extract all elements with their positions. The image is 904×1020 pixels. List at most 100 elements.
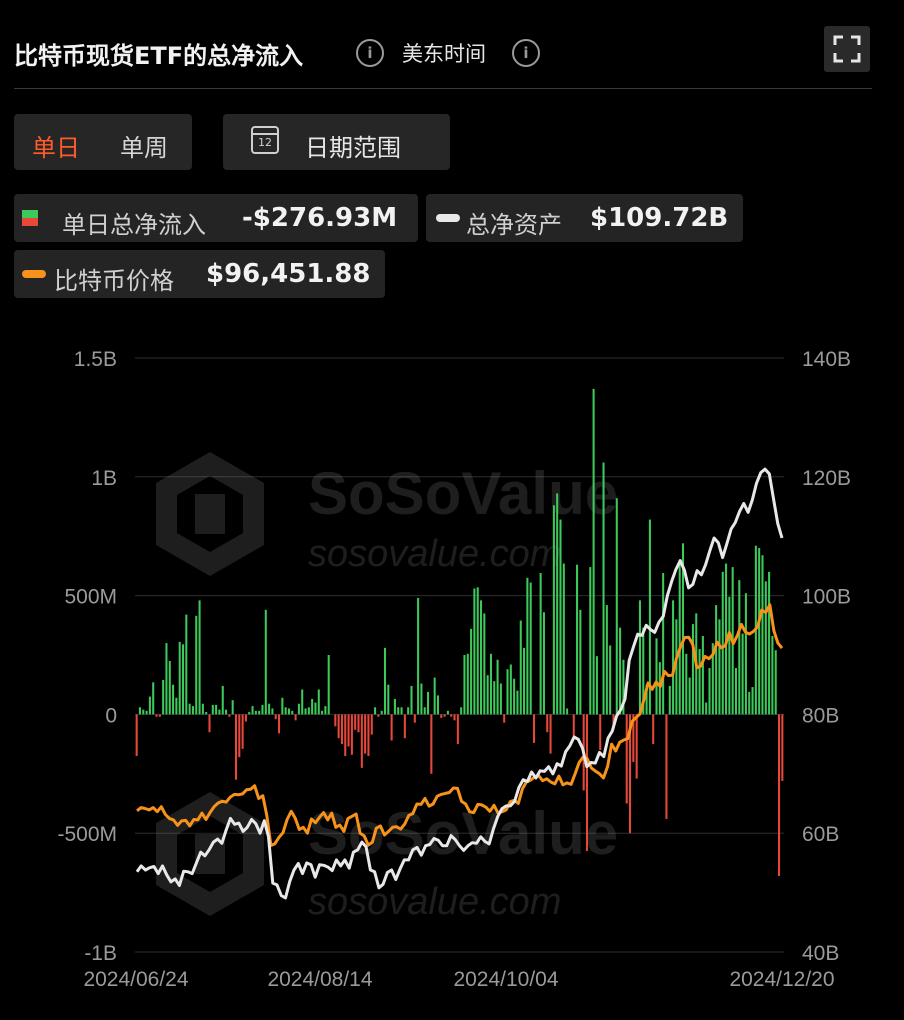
inflow-bar — [188, 703, 191, 715]
inflow-bar — [460, 707, 463, 715]
inflow-bar — [241, 714, 244, 749]
inflow-bar — [562, 563, 565, 715]
inflow-bar — [360, 714, 363, 768]
watermark: SoSoValue sosovalue.com SoSoValue sosova… — [156, 452, 618, 923]
inflow-bar — [698, 649, 701, 715]
legend-btc-price: 比特币价格 $96,451.88 — [14, 250, 385, 298]
inflow-bar — [430, 714, 433, 774]
inflow-bar — [648, 519, 651, 715]
inflow-bar — [443, 714, 446, 717]
inflow-bar — [427, 691, 430, 715]
inflow-bar — [652, 714, 655, 745]
inflow-bar — [291, 710, 294, 715]
inflow-bar — [615, 498, 618, 715]
inflow-bar — [741, 633, 744, 715]
inflow-bar — [201, 703, 204, 715]
left-axis-tick: 1B — [91, 467, 117, 490]
daily-toggle[interactable]: 单日 — [32, 134, 80, 162]
inflow-bar — [211, 704, 214, 715]
inflow-bar — [489, 653, 492, 715]
inflow-bar — [284, 707, 287, 715]
legend-value: -$276.93M — [242, 203, 398, 233]
inflow-bar — [410, 685, 413, 715]
weekly-toggle[interactable]: 单周 — [120, 134, 168, 162]
x-axis-tick: 2024/10/04 — [453, 968, 558, 991]
inflow-bar — [178, 641, 181, 715]
inflow-bar — [632, 714, 635, 762]
inflow-bar — [715, 605, 718, 715]
inflow-bar — [542, 612, 545, 715]
x-axis-tick: 2024/08/14 — [267, 968, 372, 991]
inflow-bar — [463, 655, 466, 715]
inflow-bar — [576, 564, 579, 715]
legend-label: 总净资产 — [466, 211, 562, 239]
inflow-bar — [638, 600, 641, 715]
timezone-info-icon[interactable]: i — [512, 39, 540, 67]
inflow-bar — [705, 702, 708, 715]
inflow-bar — [708, 668, 711, 715]
inflow-bar — [672, 600, 675, 715]
fullscreen-button[interactable] — [824, 26, 870, 72]
inflow-bar — [231, 700, 234, 715]
inflow-bar — [552, 505, 555, 715]
flow-chart[interactable]: SoSoValue sosovalue.com SoSoValue sosova… — [0, 330, 904, 1020]
left-axis-tick: 1.5B — [74, 348, 117, 371]
inflow-bar — [635, 714, 638, 779]
total-assets-line — [135, 467, 784, 900]
inflow-bar — [334, 714, 337, 727]
inflow-bar — [566, 708, 569, 715]
inflow-bar — [281, 697, 284, 715]
inflow-bar — [350, 714, 353, 755]
inflow-bar — [738, 580, 741, 715]
inflow-bar — [496, 659, 499, 715]
inflow-bar — [483, 613, 486, 715]
inflow-bar — [758, 548, 761, 715]
inflow-bar — [479, 600, 483, 715]
inflow-bar — [215, 704, 218, 715]
inflow-bar — [619, 627, 622, 715]
inflow-bar — [466, 653, 469, 715]
inflow-bar — [721, 571, 724, 715]
inflow-bar — [162, 679, 165, 715]
left-axis-tick: -1B — [84, 942, 117, 965]
inflow-bar — [734, 668, 738, 715]
period-toggle: 单日 单周 — [14, 114, 192, 170]
right-axis-tick: 140B — [802, 348, 851, 371]
info-icon[interactable]: i — [356, 39, 384, 67]
inflow-bar — [324, 706, 327, 715]
left-axis-tick: -500M — [57, 823, 117, 846]
inflow-bar — [417, 597, 420, 715]
inflow-bar — [148, 696, 151, 715]
inflow-bar — [450, 714, 453, 717]
inflow-bar — [526, 577, 529, 715]
inflow-bar — [642, 627, 645, 715]
green-red-square-icon — [22, 210, 38, 226]
inflow-bar — [390, 714, 393, 741]
inflow-bar — [768, 571, 771, 715]
inflow-bar — [347, 714, 350, 747]
inflow-bar — [198, 600, 201, 715]
inflow-bar — [387, 684, 390, 715]
header-divider — [14, 88, 872, 89]
inflow-bar — [612, 714, 615, 727]
x-axis-labels: 2024/06/24 2024/08/14 2024/10/04 2024/12/20 — [83, 968, 834, 991]
inflow-bar — [354, 714, 357, 730]
inflow-bar — [718, 619, 721, 715]
inflow-bar — [681, 543, 685, 715]
white-line-icon — [436, 214, 460, 222]
inflow-bar — [278, 714, 281, 734]
inflow-bar — [218, 709, 221, 715]
inflow-bar — [311, 698, 314, 715]
orange-line-icon — [22, 270, 46, 278]
inflow-bar — [595, 656, 598, 715]
x-axis-tick: 2024/06/24 — [83, 968, 188, 991]
inflow-bar — [609, 645, 612, 715]
inflow-bar — [155, 714, 158, 717]
inflow-bar — [407, 707, 410, 715]
inflow-bar — [493, 681, 496, 715]
inflow-bar — [629, 714, 632, 834]
inflow-bar — [168, 660, 171, 715]
inflow-bar — [523, 647, 526, 715]
inflow-bar — [268, 703, 271, 715]
date-range-button[interactable]: 12 日期范围 — [223, 114, 450, 170]
